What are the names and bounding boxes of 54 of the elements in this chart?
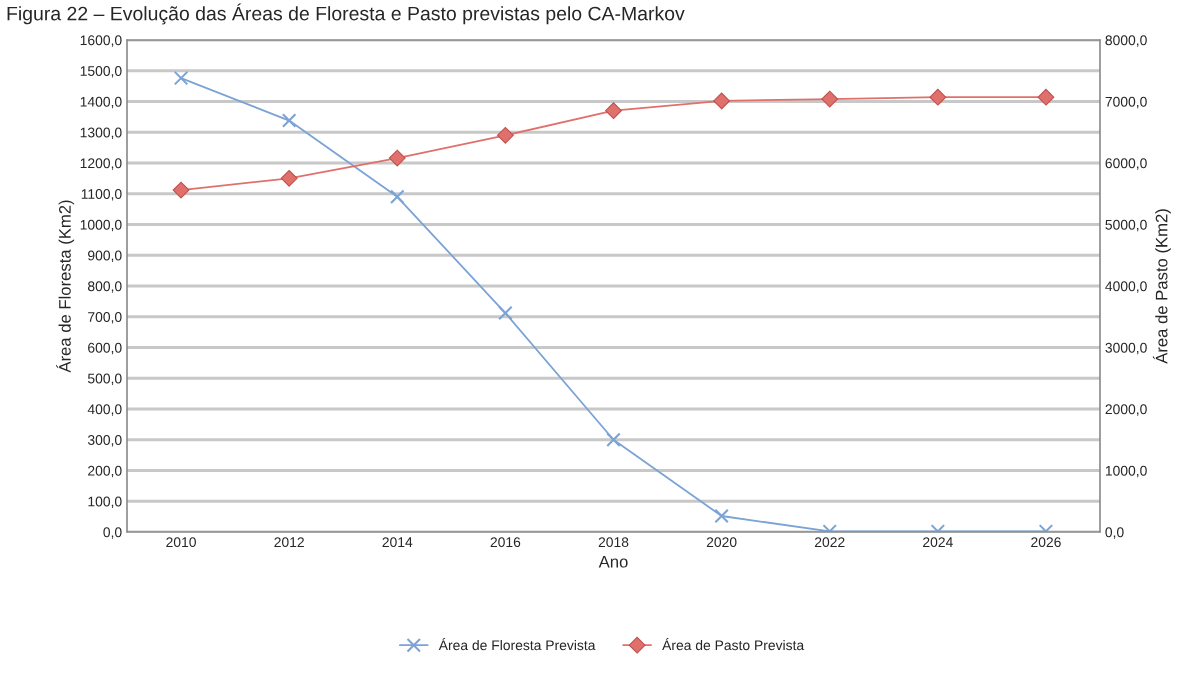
x-tick-label: 2018 <box>598 537 629 548</box>
y2-tick-label: 5000,0 <box>1105 219 1147 232</box>
y2-tick-label: 1000,0 <box>1105 465 1147 478</box>
y-tick-label: 600,0 <box>88 342 122 355</box>
y-tick-label: 800,0 <box>87 281 122 293</box>
legend-label: Área de Pasto Prevista <box>662 637 805 651</box>
point <box>172 181 190 199</box>
y-tick-label: 1400,0 <box>80 96 122 109</box>
y2-tick-label: 7000,0 <box>1105 96 1147 109</box>
point <box>389 189 405 205</box>
y-tick-label: 500,0 <box>87 373 122 386</box>
x-axis-title: Ano <box>598 555 628 568</box>
point <box>1037 88 1055 106</box>
y2-tick-label: 0,0 <box>1105 527 1124 539</box>
point <box>821 90 839 108</box>
y-tick-label: 200,0 <box>88 465 122 478</box>
point <box>280 169 298 187</box>
y-tick-label: 300,0 <box>87 435 122 447</box>
y-tick-label: 1200,0 <box>80 158 122 170</box>
point <box>496 126 514 144</box>
y-tick-label: 900,0 <box>88 250 122 263</box>
y-tick-label: 100,0 <box>88 496 122 509</box>
y-tick-label: 700,0 <box>88 312 122 324</box>
point <box>713 92 731 110</box>
point <box>281 113 297 128</box>
y-tick-label: 1100,0 <box>81 189 122 201</box>
x-tick-label: 2012 <box>274 537 304 548</box>
chart-title: Figura 22 – Evolução das Áreas de Floresta e Pasto previstas pelo CA-Markov <box>7 3 685 25</box>
y2-tick-label: 6000,0 <box>1105 158 1147 170</box>
legend-label: Área de Floresta Prevista <box>438 637 596 651</box>
x-tick-label: 2010 <box>166 537 196 548</box>
y2-tick-label: 3000,0 <box>1105 342 1147 355</box>
point <box>388 149 406 167</box>
y-tick-label: 1300,0 <box>80 127 122 140</box>
y2-tick-label: 2000,0 <box>1105 404 1147 416</box>
x-tick-label: 2026 <box>1031 537 1061 548</box>
y-tick-label: 1000,0 <box>80 219 122 232</box>
y-axis-title: Área de Floresta (Km2) <box>56 200 75 373</box>
y-tick-label: 1500,0 <box>80 66 122 78</box>
y2-tick-label: 4000,0 <box>1105 281 1147 293</box>
point <box>173 70 189 86</box>
x-tick-label: 2022 <box>814 537 845 548</box>
point <box>605 102 622 120</box>
y2-axis-title: Área de Pasto (Km2) <box>1152 209 1171 364</box>
x-tick-label: 2014 <box>382 537 413 548</box>
y-tick-label: 0,0 <box>103 527 122 539</box>
y-tick-label: 400,0 <box>87 404 122 416</box>
point <box>498 305 513 321</box>
point <box>929 88 947 106</box>
x-tick-label: 2020 <box>706 537 737 548</box>
x-tick-label: 2016 <box>490 537 521 548</box>
y2-tick-label: 8000,0 <box>1105 35 1147 47</box>
y-tick-label: 1600,0 <box>80 35 122 47</box>
x-tick-label: 2024 <box>923 537 953 548</box>
